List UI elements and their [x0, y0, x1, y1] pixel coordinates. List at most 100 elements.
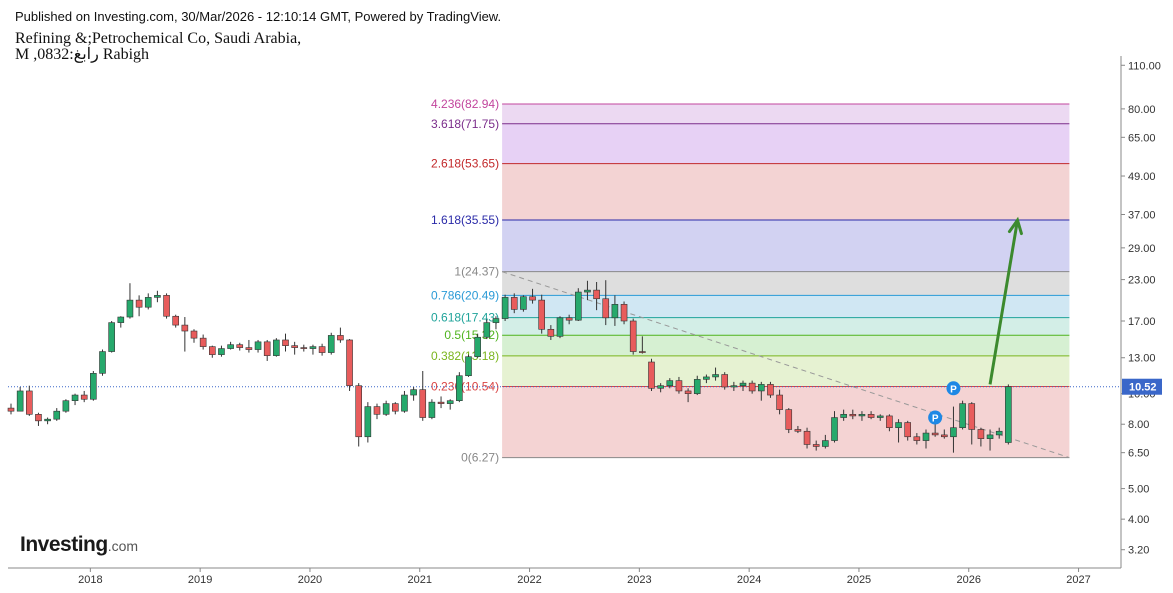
marker-label: P [950, 384, 957, 395]
candle-body [126, 299, 134, 318]
candle-body [327, 335, 335, 353]
candle-body [446, 400, 454, 404]
projection-arrow-head [1007, 216, 1023, 236]
candle-body [236, 344, 244, 348]
candle-body [25, 390, 33, 415]
x-tick-label: 2018 [78, 574, 102, 586]
candle-body [629, 320, 637, 352]
candle-body [300, 347, 308, 349]
candle-body [565, 317, 573, 321]
last-price-label: 10.52 [1129, 382, 1157, 394]
candle-body [538, 299, 546, 330]
candle-body [44, 418, 51, 422]
candle-body [391, 403, 399, 412]
candle-body [794, 429, 802, 432]
candle-body [730, 385, 738, 388]
candle-body [53, 410, 61, 420]
candle-body [163, 295, 170, 317]
candle-body [639, 351, 646, 353]
candle-body [739, 382, 747, 386]
y-tick-label: 17.00 [1128, 316, 1156, 328]
candle-body [995, 430, 1003, 436]
marker-label: P [932, 414, 939, 425]
fib-level-label: 1(24.37) [454, 265, 499, 279]
candle-body [913, 436, 921, 441]
candle-body [849, 414, 857, 417]
candle-body [785, 409, 793, 430]
fib-level-label: 1.618(35.55) [431, 213, 499, 227]
marker-circle[interactable] [946, 381, 961, 396]
y-tick-label: 13.00 [1128, 353, 1156, 365]
x-tick-label: 2022 [517, 574, 541, 586]
candle-body [666, 380, 674, 386]
candle-body [346, 339, 353, 386]
x-tick-label: 2023 [627, 574, 651, 586]
candle-body [90, 373, 97, 400]
candle-body [492, 318, 500, 323]
candle-body [181, 324, 189, 332]
candle-body [520, 296, 527, 310]
candle-body [209, 346, 216, 355]
candle-body [318, 346, 326, 353]
candle-body [584, 289, 591, 293]
fib-band [502, 335, 1070, 356]
candle-body [410, 389, 417, 396]
candle-body [602, 298, 610, 319]
candle-body [7, 407, 15, 412]
candle-body [282, 339, 289, 346]
candle-body [922, 432, 930, 441]
candle-body [684, 390, 692, 394]
x-tick-label: 2026 [957, 574, 981, 586]
y-tick-label: 65.00 [1128, 132, 1156, 144]
candle-body [886, 415, 893, 428]
candle-body [529, 296, 536, 301]
x-tick-label: 2020 [298, 574, 322, 586]
candle-body [858, 414, 866, 417]
candle-body [227, 344, 234, 349]
candle-body [419, 389, 427, 418]
candle-body [721, 374, 729, 388]
candle-body [556, 317, 564, 337]
candle-body [218, 348, 225, 355]
y-tick-label: 29.00 [1128, 243, 1156, 255]
logo-brand: Investing [20, 533, 108, 556]
y-tick-label: 8.00 [1128, 419, 1149, 431]
candle-body [401, 394, 408, 412]
candle-body [840, 414, 847, 418]
candle-body [712, 374, 719, 378]
x-tick-label: 2024 [737, 574, 761, 586]
fib-band [502, 355, 1070, 387]
candle-body [675, 380, 683, 392]
candle-body [693, 379, 701, 394]
candle-body [254, 341, 262, 350]
candle-body [950, 427, 957, 438]
candle-body [291, 345, 298, 348]
candle-body [428, 401, 436, 418]
y-tick-label: 110.00 [1128, 60, 1161, 72]
fib-band [502, 295, 1070, 318]
candle-body [355, 385, 363, 438]
projection-arrow [988, 219, 1019, 385]
last-price-tag [1122, 378, 1162, 395]
candle-body [483, 322, 491, 338]
candle-body [99, 351, 106, 374]
candle-body [831, 417, 838, 441]
candle-body [108, 322, 115, 352]
candle-body [812, 444, 820, 447]
candle-body [986, 434, 994, 439]
candle-body [309, 346, 317, 349]
marker-circle[interactable] [928, 410, 943, 425]
axes: 3.204.005.006.508.0010.0013.0017.0023.00… [8, 56, 1162, 586]
candle-body [382, 403, 390, 415]
candle-body [263, 341, 271, 356]
candle-body [703, 376, 710, 380]
fib-level-label: 0(6.27) [461, 451, 499, 465]
fibonacci-retracement[interactable]: 4.236(82.94) 3.618(71.75) 2.618(53.65) 1.61… [431, 97, 1070, 465]
candle-body [62, 400, 70, 412]
fib-band [502, 103, 1070, 124]
y-tick-label: 3.20 [1128, 545, 1149, 557]
y-tick-label: 23.00 [1128, 275, 1156, 287]
candle-body [364, 406, 372, 438]
published-note: Published on Investing.com, 30/Mar/2026 … [15, 9, 502, 24]
